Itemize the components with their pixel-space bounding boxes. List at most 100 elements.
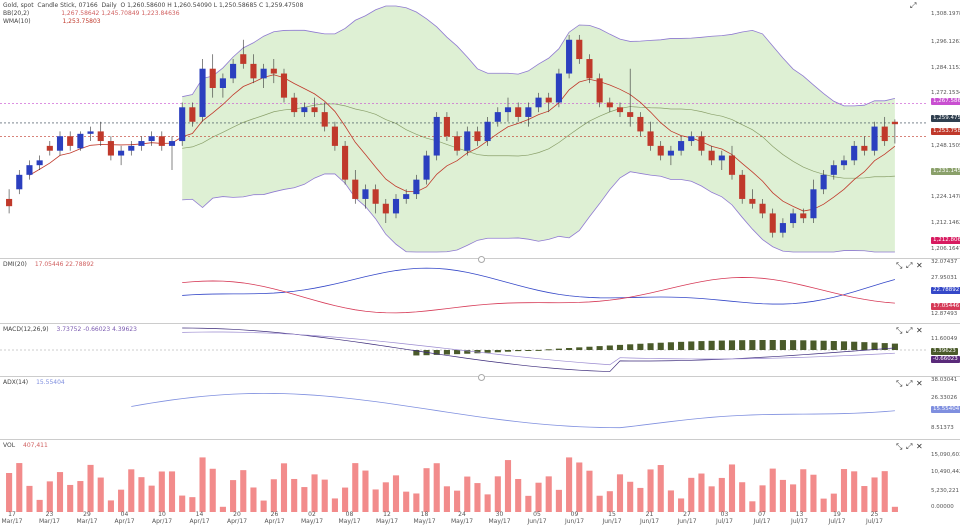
macd-histogram-bar	[698, 341, 705, 350]
macd-histogram-bar	[688, 341, 695, 350]
candle	[240, 54, 247, 64]
adx-pane[interactable]	[0, 377, 926, 439]
adx-shrink-icon[interactable]: ⤡	[896, 379, 903, 388]
candle	[138, 141, 145, 146]
volume-bar	[759, 485, 766, 512]
dmi-close-icon[interactable]: ✕	[916, 261, 923, 270]
adx-chart	[131, 392, 895, 429]
macd-histogram-bar	[749, 340, 756, 350]
volume-bar	[688, 477, 695, 512]
macd-expand-icon[interactable]: ⤢	[906, 326, 913, 335]
pane-resize-handle[interactable]	[478, 256, 485, 263]
volume-pane[interactable]	[0, 440, 926, 512]
candle	[891, 121, 898, 125]
adx-expand-icon[interactable]: ⤢	[906, 379, 913, 388]
price-tick-label: 1,212.14623	[931, 220, 960, 226]
candle	[270, 68, 277, 74]
candle	[739, 174, 746, 199]
candle	[678, 141, 685, 151]
dmi-expand-icon[interactable]: ⤢	[906, 261, 913, 270]
maximize-icon[interactable]: ⤢	[910, 1, 917, 10]
macd-histogram-bar	[647, 343, 654, 350]
pane-resize-handle[interactable]	[478, 374, 485, 381]
volume-bar	[392, 475, 400, 512]
candle	[6, 198, 13, 207]
wma-legend[interactable]: WMA(10) 1,253.75803	[3, 18, 101, 25]
macd-histogram-bar	[851, 341, 858, 350]
volume-bar	[331, 498, 338, 512]
vol-close-icon[interactable]: ✕	[916, 442, 923, 451]
adx-close-icon[interactable]: ✕	[916, 379, 923, 388]
candle	[260, 68, 267, 79]
candle	[331, 126, 338, 146]
candle	[392, 198, 400, 214]
price-pane[interactable]	[0, 0, 926, 258]
candle	[280, 73, 288, 98]
macd-close-icon[interactable]: ✕	[916, 326, 923, 335]
macd-histogram-bar	[861, 342, 868, 350]
vol-legend[interactable]: VOL 407,411	[3, 442, 48, 449]
macd-pane[interactable]	[0, 324, 926, 376]
volume-bar	[749, 501, 756, 512]
volume-bar	[168, 471, 176, 512]
macd-histogram-bar	[586, 346, 593, 350]
macd-signal-line	[182, 331, 895, 366]
macd-histogram-bar	[443, 350, 450, 355]
volume-bar	[403, 491, 410, 512]
volume-bar	[362, 470, 369, 512]
candle	[484, 121, 491, 142]
volume-bar	[820, 498, 827, 512]
macd-histogram-bar	[891, 343, 898, 350]
candle	[647, 131, 654, 146]
volume-bar	[179, 495, 186, 512]
volume-bar	[657, 465, 664, 512]
dmi-legend[interactable]: DMI(20) 17.05446 22.78892	[3, 261, 94, 268]
adx-legend[interactable]: ADX(14) 15.55404	[3, 379, 65, 386]
volume-bar	[67, 484, 74, 512]
chart-style: Candle Stick, 07166	[37, 2, 98, 9]
volume-bar	[525, 495, 532, 512]
date-tick-month: Mar/17	[1, 518, 23, 525]
macd-axis: 11.60049 3.39623 -0.66023	[926, 324, 960, 376]
date-tick-day: 27	[683, 511, 691, 518]
price-tick-label: 1,296.12636	[931, 39, 960, 45]
volume-bar	[566, 457, 573, 512]
dmi-pane[interactable]	[0, 259, 926, 323]
candle	[250, 63, 257, 79]
candle	[779, 223, 786, 233]
wma-value: 1,253.75803	[62, 18, 101, 25]
macd-shrink-icon[interactable]: ⤡	[896, 326, 903, 335]
volume-bar	[56, 472, 64, 512]
candle	[494, 112, 501, 122]
date-tick-day: 15	[608, 511, 616, 518]
volume-bar	[199, 457, 206, 512]
macd-histogram-bar	[606, 345, 613, 350]
candle	[56, 136, 64, 151]
macd-histogram-bar	[545, 349, 552, 351]
bb-legend[interactable]: BB(20,2) 1,267.58642 1,245.70849 1,223.8…	[3, 10, 180, 17]
candle	[790, 213, 797, 224]
macd-histogram-bar	[555, 348, 562, 350]
vol-shrink-icon[interactable]: ⤡	[896, 442, 903, 451]
volume-bar	[627, 481, 634, 512]
adx-value-tag: 15.55404	[931, 406, 960, 413]
volume-bar	[26, 485, 33, 512]
macd-histogram-bar	[494, 350, 501, 353]
volume-bar	[230, 480, 237, 512]
macd-legend[interactable]: MACD(12,26,9) 3.73752 -0.66023 4.39623	[3, 326, 137, 333]
candle	[637, 116, 644, 132]
date-tick-day: 18	[420, 511, 429, 518]
date-tick-month: Jun/17	[677, 518, 697, 525]
date-tick-day: 17	[8, 511, 16, 518]
macd-histogram-bar	[708, 340, 715, 350]
volume-bar	[739, 482, 746, 512]
volume-bar	[209, 468, 216, 512]
volume-bar	[97, 477, 104, 512]
candle	[46, 145, 53, 151]
chart-period: Daily	[101, 2, 117, 9]
candle	[504, 107, 512, 113]
macd-histogram-bar	[566, 348, 573, 350]
vol-expand-icon[interactable]: ⤢	[906, 442, 913, 451]
date-tick-month: May/17	[488, 518, 511, 525]
dmi-shrink-icon[interactable]: ⤡	[896, 261, 903, 270]
